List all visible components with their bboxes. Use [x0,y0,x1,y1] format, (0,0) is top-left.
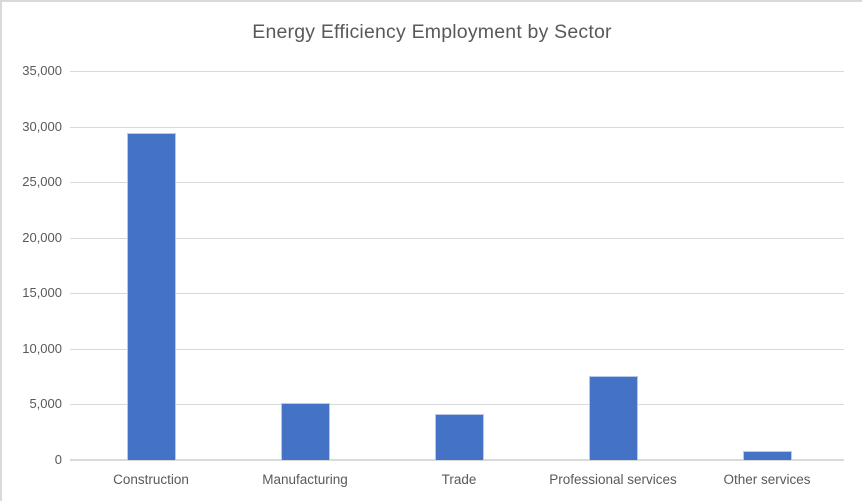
gridline-0 [70,459,844,461]
y-axis-tick-label: 30,000 [22,118,62,134]
bar-construction [126,133,176,460]
y-axis-tick-label: 25,000 [22,174,62,190]
y-axis-tick-label: 5,000 [29,396,62,412]
x-axis-label-trade: Trade [441,472,477,487]
bar-other-services [742,451,792,460]
x-axis-label-manufacturing: Manufacturing [262,472,348,487]
gridline-5000 [70,404,844,406]
gridline-35000 [70,71,844,72]
gridline-30000 [70,126,844,128]
gridline-20000 [70,237,844,239]
bar-trade [434,414,484,460]
bar-professional-services [588,375,638,460]
x-axis-label-professional-services: Professional services [549,472,677,487]
x-axis-label-construction: Construction [113,472,189,487]
gridline-15000 [70,293,844,295]
gridline-10000 [70,348,844,350]
bar-manufacturing [280,403,330,460]
y-axis-tick-label: 0 [54,452,62,467]
y-axis-tick-label: 20,000 [22,229,62,245]
gridline-25000 [70,182,844,184]
y-axis-tick-label: 10,000 [22,340,62,356]
y-axis-tick-label: 35,000 [22,63,62,78]
x-axis-label-other-services: Other services [723,472,811,487]
y-axis-tick-label: 15,000 [22,285,62,301]
chart-title: Energy Efficiency Employment by Sector [252,21,612,43]
plot-area [70,71,844,461]
